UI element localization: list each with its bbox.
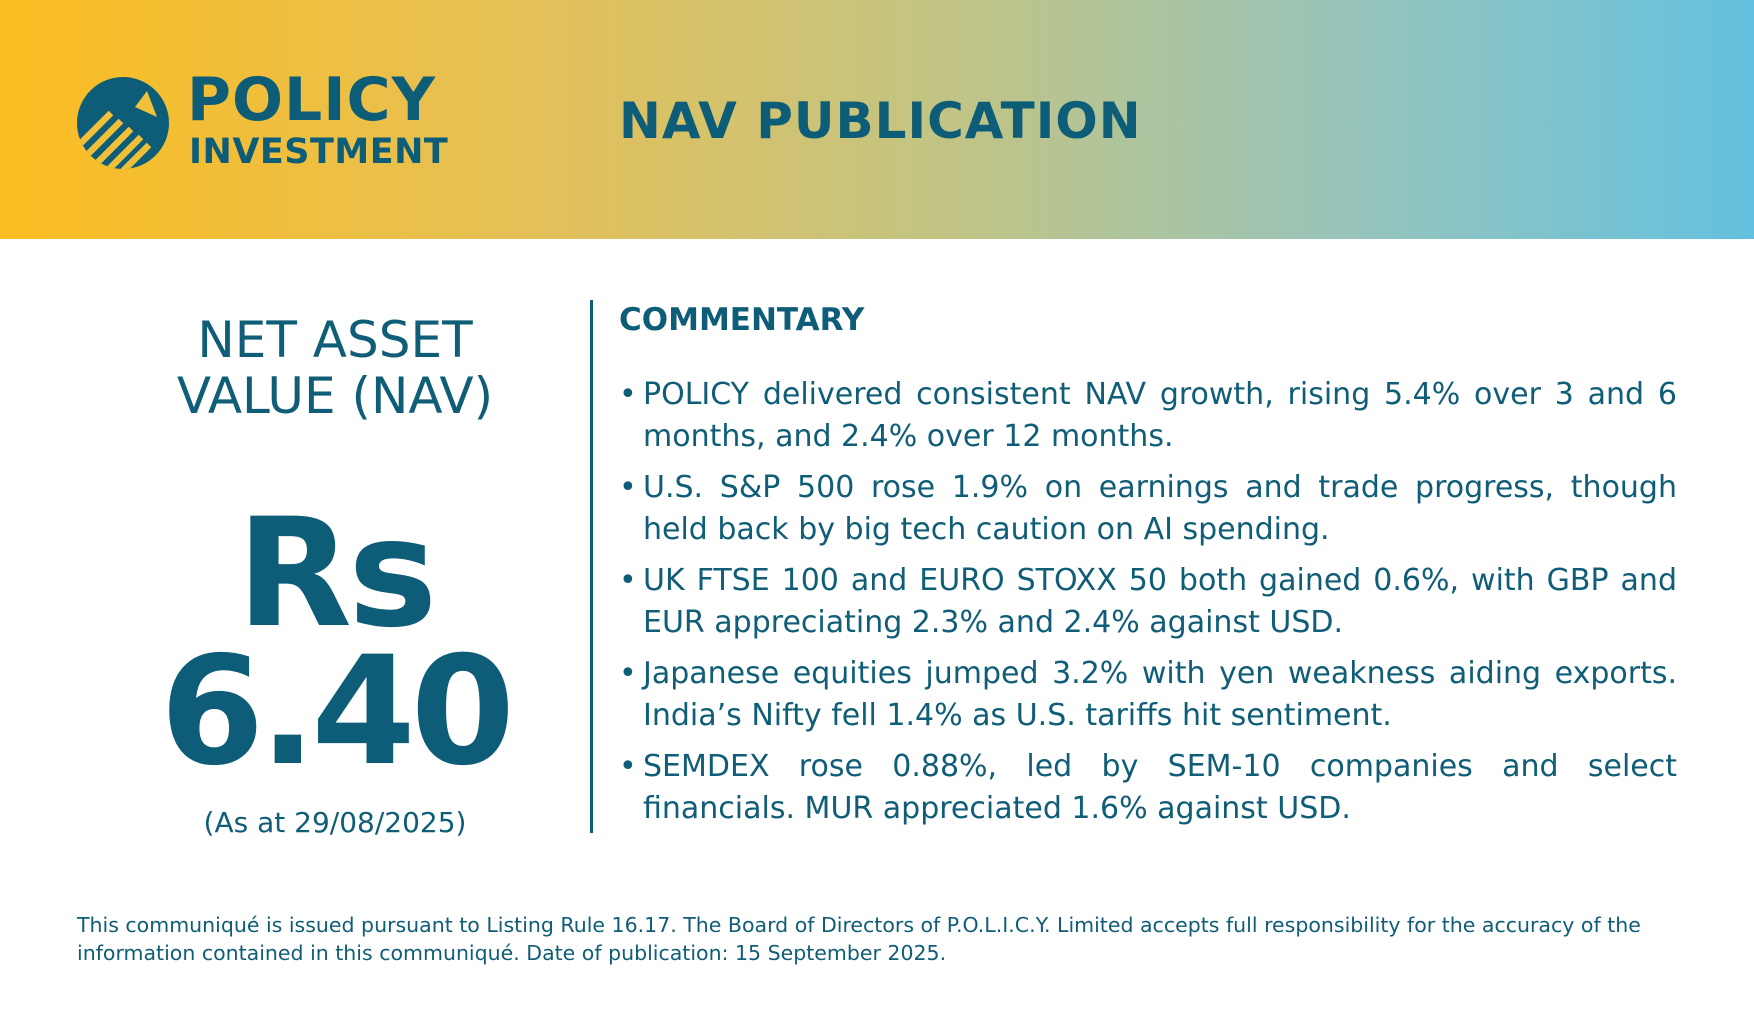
footer-disclaimer: This communiqué is issued pursuant to Li… [77, 913, 1641, 965]
commentary-item-text: U.S. S&P 500 rose 1.9% on earnings and t… [643, 470, 1677, 547]
commentary-item: • U.S. S&P 500 rose 1.9% on earnings and … [619, 467, 1677, 551]
bullet-icon: • [619, 656, 637, 691]
bullet-icon: • [619, 377, 637, 412]
bullet-icon: • [619, 749, 637, 784]
commentary-item: • Japanese equities jumped 3.2% with yen … [619, 653, 1677, 737]
logo-word-investment: INVESTMENT [189, 132, 449, 172]
vertical-divider [590, 300, 593, 833]
logo[interactable]: POLICY INVESTMENT [77, 70, 477, 174]
bullet-icon: • [619, 470, 637, 505]
commentary-item-text: SEMDEX rose 0.88%, led by SEM-10 compani… [643, 749, 1677, 826]
nav-value-block: Rs 6.40 [100, 487, 570, 799]
header-banner: POLICY INVESTMENT NAV PUBLICATION [0, 0, 1754, 239]
page-title: NAV PUBLICATION [619, 92, 1142, 150]
nav-amount: 6.40 [159, 625, 515, 799]
commentary-item-text: Japanese equities jumped 3.2% with yen w… [643, 656, 1677, 733]
nav-as-at-date: (As at 29/08/2025) [203, 806, 467, 839]
commentary-title: COMMENTARY [619, 302, 865, 338]
bullet-icon: • [619, 563, 637, 598]
nav-label-line-1: NET ASSET [197, 311, 473, 369]
commentary-item-text: UK FTSE 100 and EURO STOXX 50 both gaine… [643, 563, 1677, 640]
nav-label: NET ASSET VALUE (NAV) [100, 312, 570, 424]
logo-arrow-icon [77, 77, 169, 169]
logo-word-policy: POLICY [187, 65, 437, 135]
commentary-item: • POLICY delivered consistent NAV growth,… [619, 374, 1677, 458]
commentary-item-text: POLICY delivered consistent NAV growth, … [643, 377, 1677, 454]
nav-currency: Rs [236, 487, 438, 661]
commentary-item: • SEMDEX rose 0.88%, led by SEM-10 compan… [619, 746, 1677, 830]
commentary-list: • POLICY delivered consistent NAV growth,… [619, 374, 1677, 839]
nav-label-line-2: VALUE (NAV) [176, 367, 494, 425]
commentary-item: • UK FTSE 100 and EURO STOXX 50 both gain… [619, 560, 1677, 644]
